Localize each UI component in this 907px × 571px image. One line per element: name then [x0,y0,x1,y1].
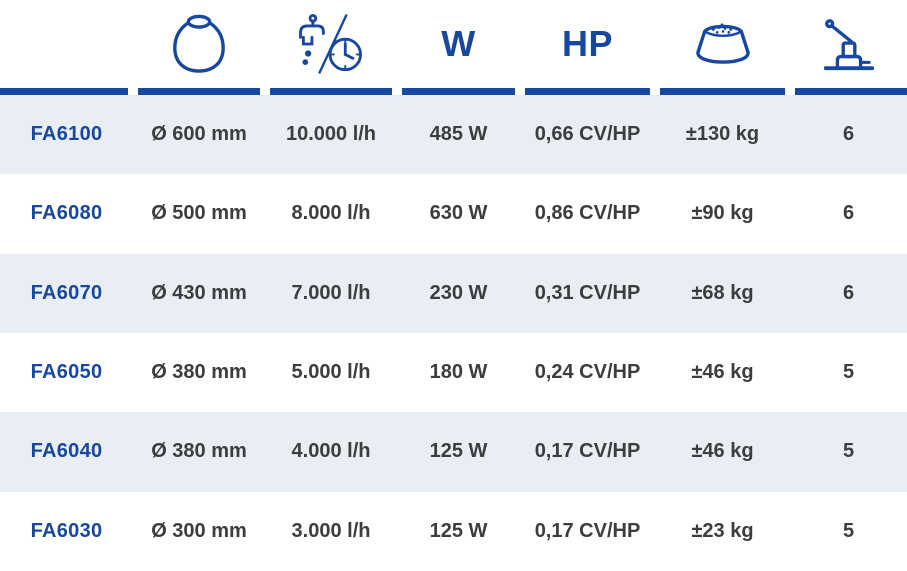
table-row: FA6080 Ø 500 mm 8.000 l/h 630 W 0,86 CV/… [0,174,907,253]
header-divider [0,88,907,95]
model-cell: FA6030 [30,519,103,542]
power-cell: 630 W [429,202,488,225]
tank-column-header [170,13,228,75]
valve-ways-cell: 6 [842,123,855,146]
hp-cell: 0,31 CV/HP [534,281,641,304]
divider-segment [795,88,907,95]
valve-ways-cell: 5 [842,361,855,384]
table-row: FA6050 Ø 380 mm 5.000 l/h 180 W 0,24 CV/… [0,333,907,412]
table-row: FA6030 Ø 300 mm 3.000 l/h 125 W 0,17 CV/… [0,492,907,571]
weight-cell: ±90 kg [691,202,754,225]
divider-segment [270,88,392,95]
model-cell: FA6070 [30,281,103,304]
table-body: FA6100 Ø 600 mm 10.000 l/h 485 W 0,66 CV… [0,95,907,571]
diameter-cell: Ø 500 mm [151,202,247,225]
diameter-cell: Ø 600 mm [151,123,247,146]
hp-cell: 0,66 CV/HP [534,123,641,146]
weight-cell: ±130 kg [685,123,760,146]
table-header: W HP [0,0,907,88]
power-cell: 125 W [429,440,488,463]
hp-cell: 0,17 CV/HP [534,519,641,542]
model-cell: FA6080 [30,202,103,225]
power-column-header: W [441,23,476,64]
hp-cell: 0,17 CV/HP [534,440,641,463]
divider-segment [402,88,515,95]
divider-segment [525,88,650,95]
valve-ways-cell: 5 [842,440,855,463]
table-row: FA6070 Ø 430 mm 7.000 l/h 230 W 0,31 CV/… [0,253,907,333]
divider-segment [660,88,785,95]
flow-column-header [291,12,371,76]
flow-cell: 5.000 l/h [291,361,371,384]
divider-segment [138,88,260,95]
diameter-cell: Ø 430 mm [151,281,247,304]
diameter-cell: Ø 380 mm [151,361,247,384]
valve-ways-cell: 6 [842,202,855,225]
sand-column-header [690,16,756,72]
valve-ways-cell: 5 [842,519,855,542]
flow-cell: 7.000 l/h [291,281,371,304]
hp-cell: 0,86 CV/HP [534,202,641,225]
flow-cell: 10.000 l/h [285,123,377,146]
valve-column-header [820,15,878,73]
weight-cell: ±46 kg [691,361,754,384]
power-cell: 485 W [429,123,488,146]
weight-cell: ±23 kg [691,519,754,542]
flow-cell: 4.000 l/h [291,440,371,463]
hp-column-header: HP [561,23,613,64]
multiport-valve-icon [820,15,878,73]
valve-ways-cell: 6 [842,281,855,304]
diameter-cell: Ø 380 mm [151,440,247,463]
sand-bag-icon [690,16,756,72]
diameter-cell: Ø 300 mm [151,519,247,542]
weight-cell: ±46 kg [691,440,754,463]
table-row: FA6100 Ø 600 mm 10.000 l/h 485 W 0,66 CV… [0,95,907,175]
model-cell: FA6040 [30,440,103,463]
model-cell: FA6100 [30,123,103,146]
model-cell: FA6050 [30,361,103,384]
power-cell: 180 W [429,361,488,384]
divider-segment [0,88,128,95]
flow-cell: 3.000 l/h [291,519,371,542]
filter-tank-icon [170,13,228,75]
power-cell: 125 W [429,519,488,542]
tap-clock-icon [291,12,371,76]
power-cell: 230 W [429,281,488,304]
table-row: FA6040 Ø 380 mm 4.000 l/h 125 W 0,17 CV/… [0,412,907,492]
hp-cell: 0,24 CV/HP [534,361,641,384]
weight-cell: ±68 kg [691,281,754,304]
flow-cell: 8.000 l/h [291,202,371,225]
